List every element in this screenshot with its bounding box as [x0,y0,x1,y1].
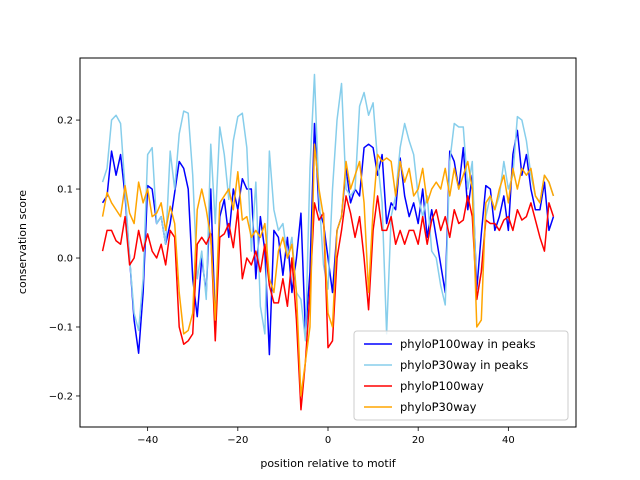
x-tick-label: 40 [502,435,515,446]
x-tick-label: −20 [227,435,248,446]
series-lines [101,73,555,411]
x-axis: −40 −20 0 20 40 [137,427,515,446]
series-line-2 [101,195,555,411]
y-tick-label: 0.0 [57,254,73,265]
y-tick-label: −0.2 [49,391,73,402]
y-tick-label: 0.2 [57,116,73,127]
series-line-0 [101,122,555,356]
x-tick-label: 0 [325,435,331,446]
x-tick-label: 20 [412,435,425,446]
x-axis-label: position relative to motif [260,457,396,470]
legend-label-3: phyloP30way [400,400,477,414]
legend-label-1: phyloP30way in peaks [400,358,528,372]
legend-label-2: phyloP100way [400,379,484,393]
y-axis-label: conservation score [16,190,29,294]
legend-box [353,330,569,421]
x-tick-label: −40 [137,435,158,446]
y-tick-label: −0.1 [49,322,73,333]
series-line-3 [101,143,555,397]
legend-label-0: phyloP100way in peaks [400,337,536,351]
legend: phyloP100way in peaks phyloP30way in peak… [353,330,569,421]
y-axis: −0.2 −0.1 0.0 0.1 0.2 [49,116,80,402]
y-tick-label: 0.1 [57,185,73,196]
